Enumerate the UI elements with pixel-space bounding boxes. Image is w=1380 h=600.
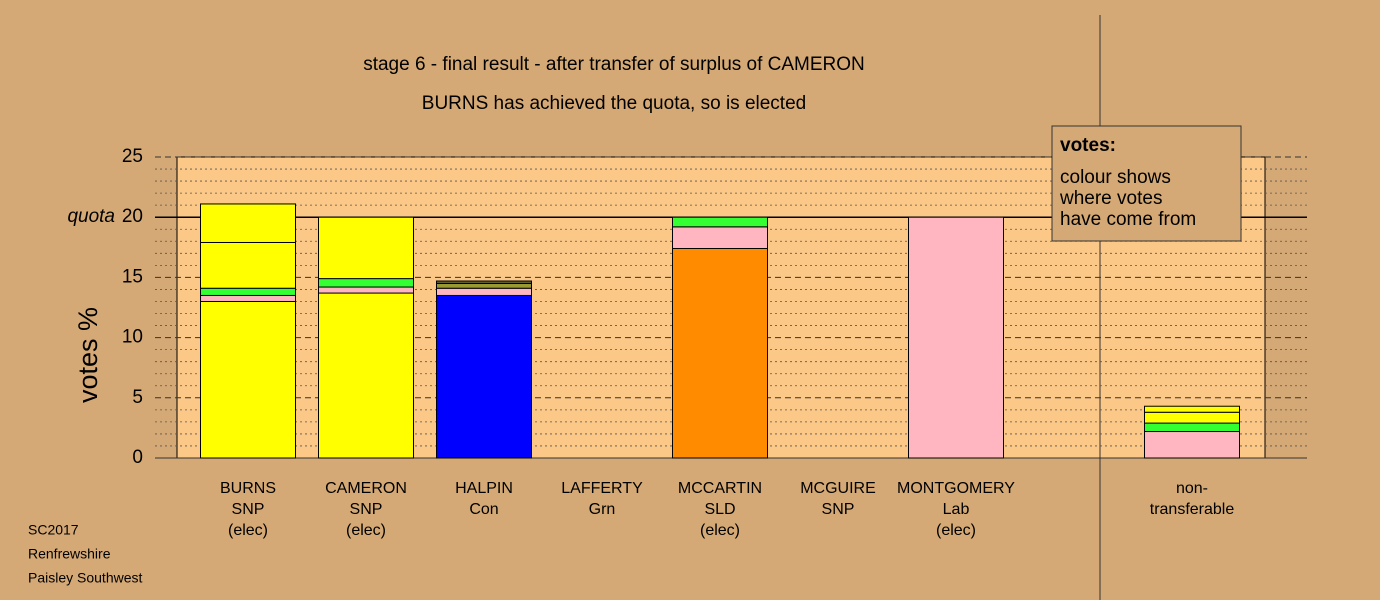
y-tick-label: 0: [132, 447, 143, 468]
x-tick-label: Con: [469, 501, 498, 518]
legend-box: [1051, 125, 1242, 242]
x-tick-label: (elec): [936, 522, 976, 539]
bar-segment: [318, 286, 414, 294]
bar-segment: [1144, 422, 1240, 433]
bar-segment: [318, 278, 414, 288]
y-tick-label: 10: [122, 327, 143, 348]
x-tick-label: Grn: [589, 501, 616, 518]
x-tick-label: (elec): [700, 522, 740, 539]
y-axis-label: votes %: [73, 307, 103, 403]
bar-segment: [200, 300, 296, 459]
bar-segment: [672, 216, 768, 228]
x-tick-label: CAMERON: [325, 480, 407, 497]
quota-label: quota: [67, 206, 115, 227]
bar-segment: [908, 216, 1004, 459]
legend-text: colour shows: [1060, 167, 1171, 188]
bar-segment: [200, 241, 296, 289]
bar-segment: [318, 216, 414, 280]
bar-segment: [1144, 431, 1240, 459]
x-tick-label: SLD: [704, 501, 735, 518]
bar-segment: [200, 287, 296, 296]
footer-text: Paisley Southwest: [28, 570, 143, 586]
footer-text: Renfrewshire: [28, 546, 111, 562]
x-tick-label: SNP: [822, 501, 855, 518]
x-tick-label: transferable: [1150, 501, 1235, 518]
x-tick-label: MONTGOMERY: [897, 480, 1015, 497]
bar-segment: [1144, 411, 1240, 424]
bar-segment: [200, 203, 296, 243]
bar-segment: [436, 282, 532, 289]
legend-text: have come from: [1060, 209, 1196, 230]
y-tick-label: 25: [122, 146, 143, 167]
x-tick-label: MCGUIRE: [800, 480, 876, 497]
x-tick-label: Lab: [943, 501, 970, 518]
y-tick-label: 20: [122, 206, 143, 227]
x-tick-label: HALPIN: [455, 480, 513, 497]
x-tick-label: non-: [1176, 480, 1208, 497]
x-tick-label: MCCARTIN: [678, 480, 762, 497]
chart-title: stage 6 - final result - after transfer …: [363, 54, 865, 75]
x-tick-label: (elec): [228, 522, 268, 539]
bar-segment: [1144, 405, 1240, 413]
legend-text: where votes: [1059, 188, 1162, 209]
bar-segment: [436, 294, 532, 459]
y-tick-label: 5: [132, 387, 143, 408]
x-tick-label: (elec): [346, 522, 386, 539]
plot-layer: 0 5 10 15 20 25 quota BURNS SNP (elec) CAMERON SNP (…: [67, 146, 1307, 539]
bar-segment: [318, 292, 414, 459]
x-tick-label: SNP: [350, 501, 383, 518]
x-tick-label: BURNS: [220, 480, 276, 497]
legend-title: votes:: [1060, 135, 1116, 156]
bar-segment: [672, 248, 768, 459]
bar-segment: [672, 226, 768, 250]
bar-segment: [200, 294, 296, 302]
x-tick-label: LAFFERTY: [561, 480, 643, 497]
y-tick-label: 15: [122, 266, 143, 287]
bar-segment: [436, 280, 532, 284]
chart-subtitle: BURNS has achieved the quota, so is elec…: [422, 93, 806, 114]
x-tick-label: SNP: [232, 501, 265, 518]
bar-segment: [436, 287, 532, 296]
footer-text: SC2017: [28, 522, 79, 538]
